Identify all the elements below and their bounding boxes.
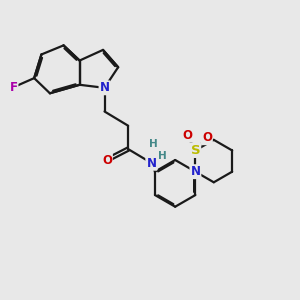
Text: O: O bbox=[202, 131, 212, 144]
Text: N: N bbox=[100, 81, 110, 94]
Text: S: S bbox=[190, 144, 200, 157]
Text: H: H bbox=[149, 139, 158, 149]
Text: N: N bbox=[146, 157, 157, 169]
Text: H: H bbox=[158, 152, 167, 161]
Text: F: F bbox=[10, 81, 17, 94]
Text: N: N bbox=[146, 157, 157, 169]
Text: O: O bbox=[102, 154, 112, 166]
Text: O: O bbox=[182, 129, 192, 142]
Text: N: N bbox=[190, 165, 200, 178]
